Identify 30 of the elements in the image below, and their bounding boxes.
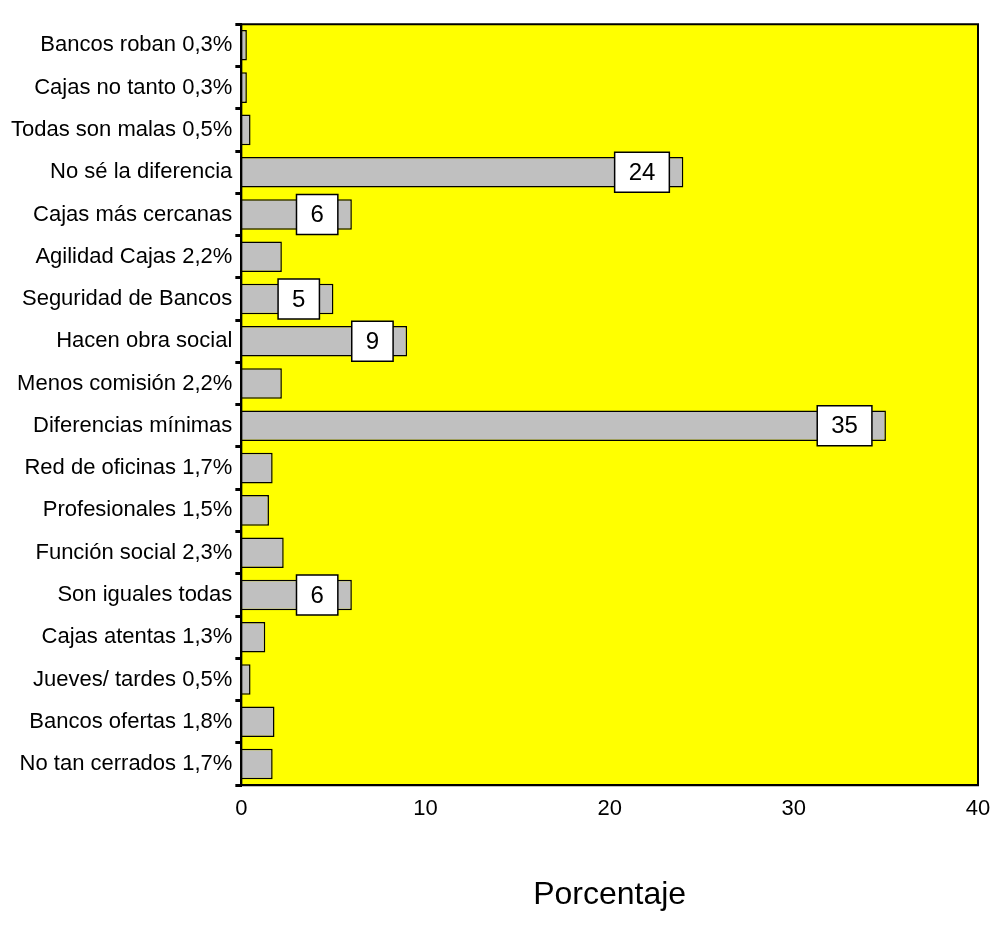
y-tick-label: Red de oficinas 1,7% xyxy=(24,454,233,480)
y-tick-label: Menos comisión 2,2% xyxy=(17,369,233,395)
y-tick-label: Cajas no tanto 0,3% xyxy=(34,73,233,99)
data-label: 5 xyxy=(292,284,306,312)
x-tick-label: 40 xyxy=(965,795,991,821)
y-tick-label: Agilidad Cajas 2,2% xyxy=(35,242,233,268)
data-label: 9 xyxy=(365,326,380,354)
y-tick-label: Cajas atentas 1,3% xyxy=(41,623,233,649)
data-label: 24 xyxy=(628,157,656,185)
y-tick-label: Bancos roban 0,3% xyxy=(40,31,233,57)
y-tick-label: Profesionales 1,5% xyxy=(42,496,233,522)
x-axis-title: Porcentaje xyxy=(533,874,687,911)
x-tick-label: 10 xyxy=(413,795,438,821)
x-tick-label: 20 xyxy=(597,795,622,821)
y-tick-label: Son iguales todas xyxy=(57,581,233,607)
y-tick-label: Diferencias mínimas xyxy=(33,411,233,437)
y-tick-label: Función social 2,3% xyxy=(35,538,233,564)
y-tick-label: Todas son malas 0,5% xyxy=(11,115,233,141)
data-label: 35 xyxy=(831,411,858,439)
y-tick-label: Hacen obra social xyxy=(56,327,233,353)
data-label: 6 xyxy=(310,200,324,228)
y-tick-label: Bancos ofertas 1,8% xyxy=(29,707,233,733)
y-tick-label: No sé la diferencia xyxy=(50,158,234,184)
x-tick-label: 30 xyxy=(781,795,807,821)
data-label: 6 xyxy=(310,580,324,608)
y-tick-label: Seguridad de Bancos xyxy=(21,285,233,311)
y-tick-label: Jueves/ tardes 0,5% xyxy=(33,665,233,691)
y-tick-label: Cajas más cercanas xyxy=(33,200,233,226)
x-tick-label: 0 xyxy=(235,795,248,821)
y-tick-label: No tan cerrados 1,7% xyxy=(19,750,233,776)
